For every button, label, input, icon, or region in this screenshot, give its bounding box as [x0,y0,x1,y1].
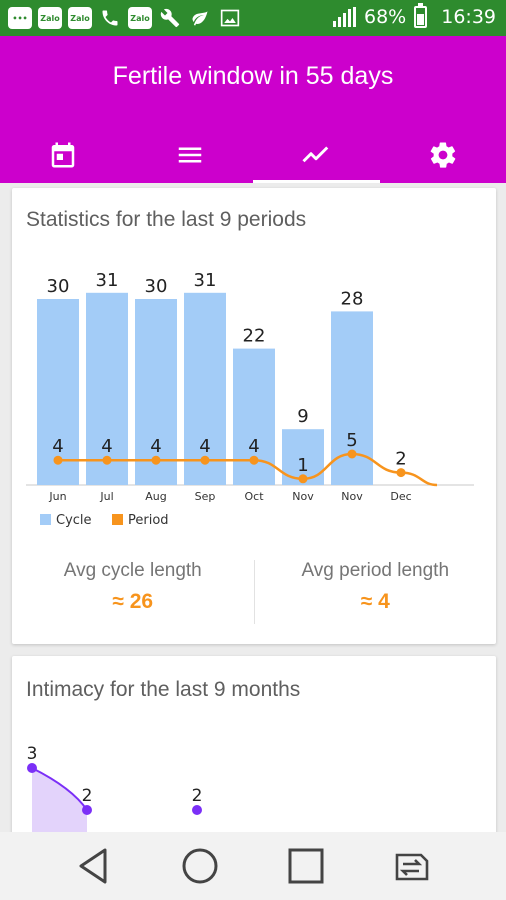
cycle-value-label: 28 [341,288,364,309]
period-point [151,455,161,465]
period-point [200,455,210,465]
avg-cycle-label: Avg cycle length [63,560,202,581]
zalo-icon: Zalo [68,7,92,29]
zalo-icon: Zalo [128,7,152,29]
intimacy-title: Intimacy for the last 9 months [26,678,301,701]
cycle-value-label: 9 [297,406,308,427]
x-tick-label: Nov [292,490,314,503]
gear-icon [430,142,456,168]
phone-call-icon [98,7,122,29]
avg-cycle-stat: Avg cycle length ≈ 26 [12,560,254,624]
status-indicators: 68% 16:39 [333,3,496,28]
period-point [298,474,308,484]
back-button[interactable] [63,836,123,896]
intimacy-point [27,763,37,773]
x-tick-label: Sep [195,490,216,503]
avg-period-value: ≈ 4 [360,590,390,613]
recents-button[interactable] [276,836,336,896]
period-point [249,455,259,465]
tab-calendar[interactable] [0,126,127,183]
intimacy-value-label: 3 [27,744,38,764]
period-value-label: 2 [395,449,406,470]
x-tick-label: Jul [99,490,113,503]
intimacy-point [82,805,92,815]
period-value-label: 4 [199,436,210,457]
system-nav-bar [0,832,506,900]
app-bar: Fertile window in 55 days [0,36,506,183]
period-value-label: 4 [248,436,259,457]
cycle-value-label: 30 [145,276,168,297]
period-value-label: 4 [101,436,112,457]
x-tick-label: Aug [145,490,166,503]
legend-swatch [112,514,123,525]
period-value-label: 4 [52,436,63,457]
intimacy-card: Intimacy for the last 9 months 3 2 2 [12,656,496,856]
avg-period-label: Avg period length [301,560,450,581]
tab-settings[interactable] [380,126,506,183]
x-tick-label: Oct [244,490,264,503]
back-icon [79,848,107,884]
leaf-icon [188,7,212,29]
period-point [102,455,112,465]
intimacy-point [192,805,202,815]
intimacy-chart: 3 2 2 [27,744,203,856]
x-tick-label: Jun [48,490,66,503]
tab-statistics[interactable] [253,126,380,183]
legend-label: Period [128,513,169,528]
intimacy-value-label: 2 [192,786,203,806]
status-bar: ••• Zalo Zalo Zalo 68% 16:39 [0,0,506,36]
cycle-bar [86,292,128,485]
legend-swatch [40,514,51,525]
cycle-value-label: 31 [96,270,119,291]
period-point [347,449,357,459]
cycle-value-label: 22 [243,326,266,347]
avg-period-stat: Avg period length ≈ 4 [253,560,497,624]
period-value-label: 4 [150,436,161,457]
battery-percent: 68% [364,6,407,28]
cycle-bar [37,299,79,485]
period-point [396,468,406,478]
legend-label: Cycle [56,513,92,528]
statistics-title: Statistics for the last 9 periods [26,208,307,231]
x-tick-label: Nov [341,490,363,503]
cycle-period-chart: 30 31 30 31 22 9 28 4 4 4 4 4 1 5 2 Jun Jul Aug Sep Oct Nov N… [26,270,474,528]
cycle-value-label: 31 [194,270,217,291]
clock: 16:39 [441,6,496,28]
battery-icon [414,3,428,28]
tab-list[interactable] [127,126,254,183]
trend-chart-icon [302,145,329,162]
period-value-label: 5 [346,430,357,451]
intimacy-line [31,767,88,811]
cycle-bar [135,299,177,485]
page-title: Fertile window in 55 days [112,62,394,90]
period-value-label: 1 [297,455,308,476]
zalo-icon: Zalo [38,7,62,29]
tab-bar [0,126,506,183]
home-button[interactable] [170,836,230,896]
signal-icon [333,7,356,27]
chat-icon: ••• [8,7,32,29]
avg-cycle-value: ≈ 26 [112,590,154,613]
statistics-card: Statistics for the last 9 periods 30 31 30… [12,188,496,644]
cycle-bar [184,292,226,485]
period-point [53,455,63,465]
home-icon [182,848,218,884]
recents-icon [288,848,324,884]
image-icon [218,7,242,29]
switch-sim-icon [395,853,429,881]
wrench-icon [158,7,182,29]
averages-row: Avg cycle length ≈ 26 Avg period length … [12,560,496,624]
switch-sim-button[interactable] [383,836,443,896]
intimacy-value-label: 2 [82,786,93,806]
calendar-icon [52,142,75,167]
x-tick-label: Dec [390,490,411,503]
list-icon [178,147,201,162]
cycle-value-label: 30 [47,276,70,297]
notification-icons: ••• Zalo Zalo Zalo [8,7,242,29]
